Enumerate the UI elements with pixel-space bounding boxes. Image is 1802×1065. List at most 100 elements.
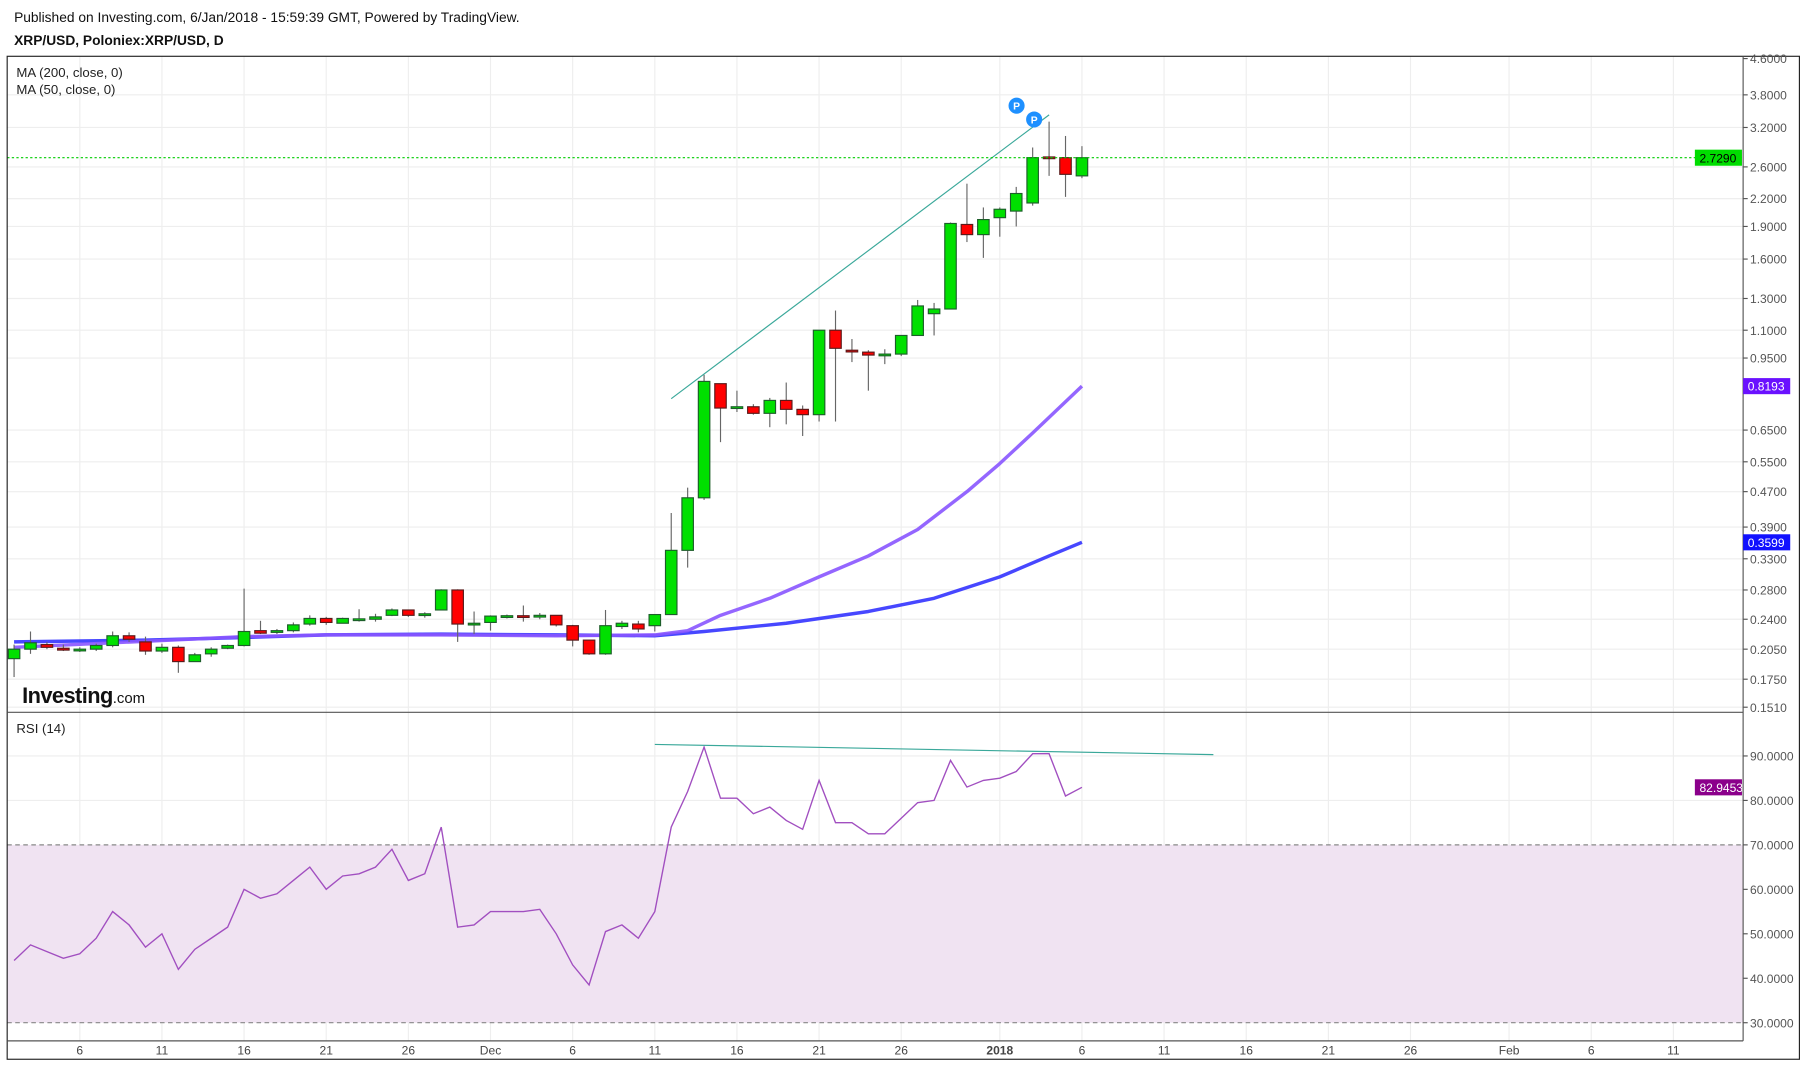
logo-wordmark: Investing.com [22, 683, 145, 708]
time-axis[interactable]: 6 11 16 21 26 Dec 6 11 16 21 26 2018 6 11 16 21 26 Feb 6 11 [76, 1044, 1679, 1058]
candle[interactable] [1009, 186, 1023, 227]
price-pane[interactable]: PP [7, 97, 1744, 678]
candle-body-up [369, 616, 382, 620]
candle[interactable] [779, 382, 793, 425]
legend-rsi[interactable]: RSI (14) [16, 721, 65, 736]
candle[interactable] [188, 652, 202, 663]
candle[interactable] [319, 616, 333, 625]
candle[interactable] [878, 349, 892, 365]
candle[interactable] [402, 609, 415, 617]
candle[interactable] [894, 334, 908, 357]
candle[interactable] [434, 589, 448, 611]
candle[interactable] [155, 643, 169, 653]
candle[interactable] [336, 617, 349, 624]
price-tick-label: 3.8000 [1750, 88, 1787, 102]
candle-body-up [1026, 157, 1039, 204]
candle[interactable] [204, 647, 218, 657]
candle[interactable] [287, 622, 300, 633]
candle[interactable] [369, 613, 382, 622]
candle[interactable] [89, 643, 103, 652]
candle[interactable] [467, 611, 481, 635]
candle[interactable] [1026, 147, 1039, 206]
candle[interactable] [812, 329, 826, 422]
candle[interactable] [862, 350, 875, 391]
candle[interactable] [566, 624, 579, 647]
candle-body-up [155, 646, 169, 652]
candle[interactable] [697, 374, 711, 500]
time-tick-label: 26 [1404, 1044, 1418, 1058]
p-marker[interactable]: P [1026, 111, 1043, 128]
ma200-line[interactable] [14, 540, 1083, 644]
candle[interactable] [122, 632, 136, 642]
candle[interactable] [57, 644, 70, 652]
candle[interactable] [517, 605, 530, 622]
logo-suffix: .com [113, 690, 145, 707]
price-trendline[interactable] [670, 114, 1050, 400]
candle[interactable] [845, 339, 859, 363]
p-marker-circle [1008, 97, 1025, 114]
candle[interactable] [303, 615, 317, 626]
candle-body-up [763, 399, 777, 414]
candle[interactable] [960, 183, 974, 243]
candle[interactable] [221, 644, 234, 650]
legend-ma200[interactable]: MA (200, close, 0) [16, 65, 122, 80]
candle[interactable] [714, 383, 727, 443]
candle[interactable] [549, 614, 563, 627]
candle[interactable] [7, 644, 21, 678]
candle-body-up [188, 654, 202, 663]
candle[interactable] [73, 647, 87, 652]
candle[interactable] [1042, 121, 1056, 176]
candle[interactable] [993, 207, 1007, 237]
candle[interactable] [648, 613, 662, 632]
candle[interactable] [681, 487, 694, 568]
candle[interactable] [927, 302, 941, 336]
candle[interactable] [385, 608, 399, 617]
candle[interactable] [418, 612, 432, 618]
candle[interactable] [1059, 135, 1072, 197]
candle[interactable] [664, 512, 678, 616]
time-tick-label: Feb [1499, 1044, 1520, 1058]
candle[interactable] [270, 628, 284, 635]
candle[interactable] [829, 310, 842, 422]
candle[interactable] [796, 405, 809, 437]
candle-body-up [977, 219, 990, 236]
rsi-axis[interactable]: 90.0000 80.0000 70.0000 60.0000 50.0000 40.00… [1743, 750, 1794, 1031]
price-tick-label: 4.6000 [1750, 52, 1787, 66]
candle-body-down [451, 589, 464, 625]
candle[interactable] [977, 207, 990, 258]
candle[interactable] [911, 299, 924, 337]
candle[interactable] [254, 620, 267, 635]
candle[interactable] [40, 641, 54, 650]
candle[interactable] [106, 631, 119, 648]
candle[interactable] [1075, 146, 1089, 179]
candle[interactable] [599, 609, 612, 655]
rsi-badge: 82.9453 [1694, 779, 1743, 796]
candle[interactable] [24, 631, 37, 654]
time-tick-label: 21 [812, 1044, 826, 1058]
p-marker[interactable]: P [1008, 97, 1025, 114]
candle-body-down [796, 408, 809, 416]
candle[interactable] [632, 620, 645, 633]
candle[interactable] [730, 390, 744, 412]
candle[interactable] [747, 404, 760, 415]
rsi-trendline[interactable] [654, 743, 1214, 756]
ma50-line[interactable] [13, 384, 1084, 650]
legend-ma50[interactable]: MA (50, close, 0) [16, 82, 115, 97]
candle[interactable] [500, 614, 514, 619]
candle[interactable] [944, 222, 957, 310]
candle[interactable] [139, 636, 152, 655]
candle[interactable] [237, 588, 251, 647]
rsi-line[interactable] [13, 744, 1083, 987]
price-axis[interactable]: 4.6000 3.8000 3.2000 2.6000 2.2000 1.9000 1.60… [1743, 52, 1787, 715]
candle-body-up [911, 305, 924, 337]
candle[interactable] [615, 620, 629, 629]
candle[interactable] [451, 589, 464, 642]
rsi-pane[interactable] [7, 743, 1744, 1024]
candle[interactable] [172, 645, 185, 673]
candle[interactable] [763, 397, 777, 428]
candle[interactable] [582, 639, 596, 655]
candle[interactable] [484, 615, 497, 631]
candle[interactable] [352, 609, 366, 622]
candle[interactable] [533, 613, 547, 620]
